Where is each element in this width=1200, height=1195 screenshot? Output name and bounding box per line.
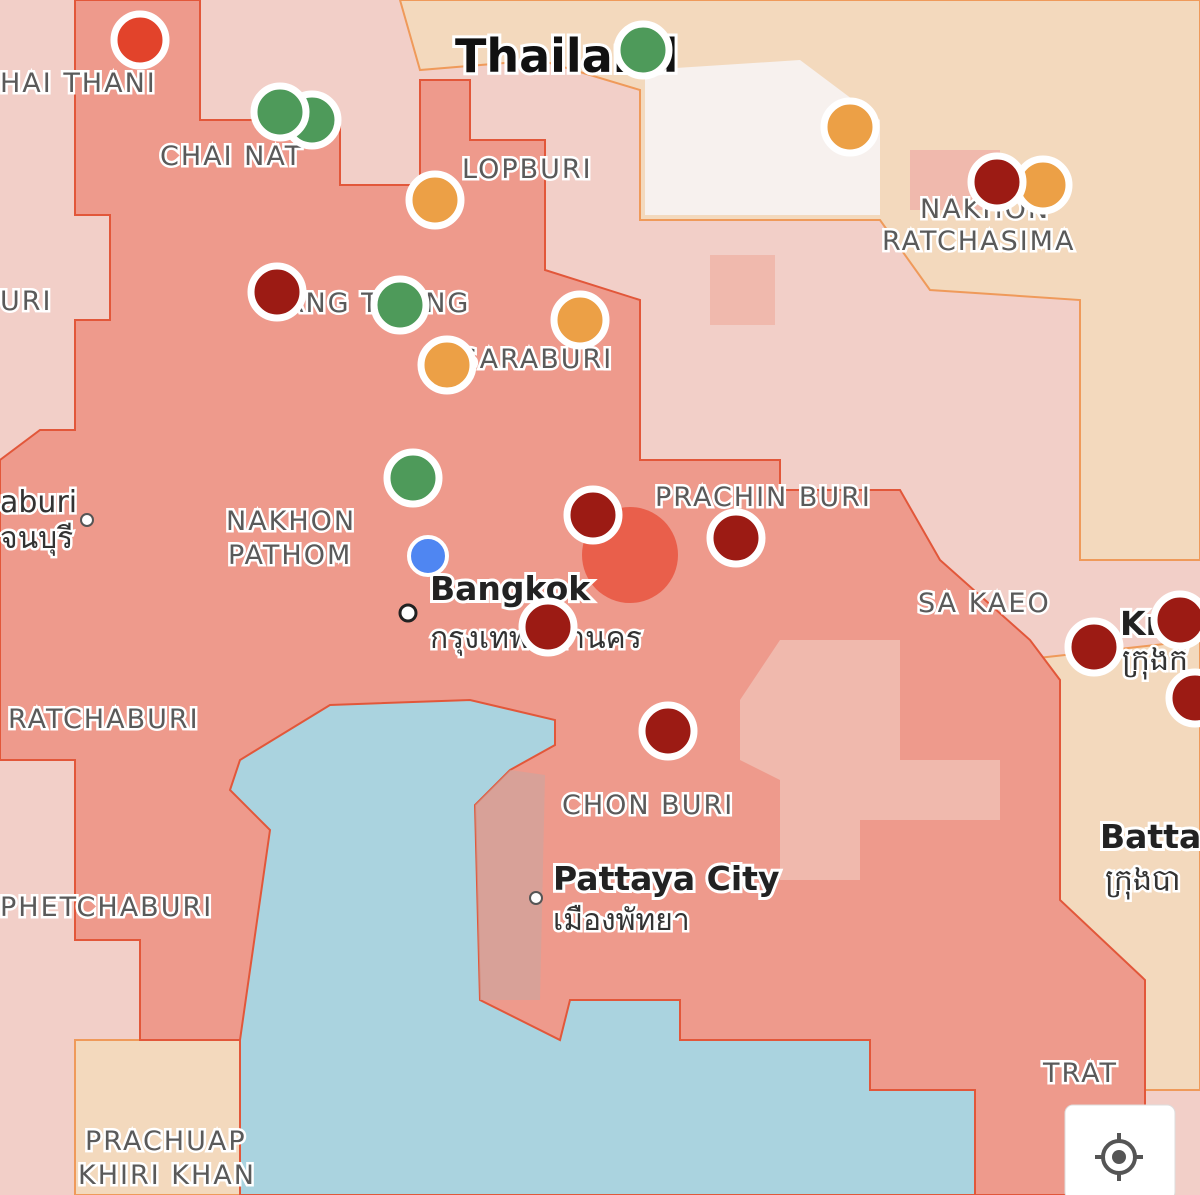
crosshair-ticks: [1095, 1133, 1143, 1181]
province-label: PRACHUAP: [85, 1126, 247, 1157]
city-label: aburi: [0, 485, 77, 520]
station-marker[interactable]: [110, 10, 170, 70]
station-marker[interactable]: [563, 485, 623, 545]
city-label: Pattaya City: [553, 859, 779, 898]
city-label: ក្រុងបា: [1105, 863, 1181, 900]
city-label: เมืองพัทยา: [553, 903, 690, 938]
user-location: [407, 535, 449, 577]
province-label: RATCHASIMA: [882, 226, 1075, 257]
station-marker[interactable]: [383, 448, 443, 508]
province-label: CHAI NAT: [160, 141, 303, 172]
station-marker[interactable]: [820, 97, 880, 157]
province-label: URI: [0, 286, 53, 317]
city-dot: [80, 513, 94, 527]
station-marker[interactable]: [550, 290, 610, 350]
station-marker[interactable]: [518, 597, 578, 657]
city-dot: [529, 891, 543, 905]
province-label: NAKHON: [226, 506, 356, 537]
province-label: PHETCHABURI: [0, 892, 213, 923]
province-label: TRAT: [1042, 1058, 1118, 1089]
province-label: CHON BURI: [562, 790, 734, 821]
station-marker[interactable]: [1165, 668, 1200, 728]
city-label: Battan: [1100, 817, 1200, 856]
station-marker[interactable]: [613, 20, 673, 80]
station-marker[interactable]: [1064, 617, 1124, 677]
province-label: HAI THANI: [0, 68, 157, 99]
station-marker[interactable]: [417, 335, 477, 395]
station-marker[interactable]: [638, 701, 698, 761]
capital-dot: [398, 603, 418, 623]
button-background[interactable]: [1064, 1104, 1176, 1195]
station-marker[interactable]: [706, 508, 766, 568]
province-label: KHIRI KHAN: [78, 1160, 256, 1191]
station-marker[interactable]: [370, 275, 430, 335]
crosshair-center: [1112, 1150, 1126, 1164]
province-label: PRACHIN BURI: [655, 482, 872, 513]
recenter-button[interactable]: [1064, 1104, 1176, 1195]
province-label: RATCHABURI: [8, 704, 200, 735]
station-marker[interactable]: [967, 152, 1027, 212]
station-marker[interactable]: [250, 82, 310, 142]
province-label: PATHOM: [228, 540, 352, 571]
province-label: SA KAEO: [918, 588, 1051, 619]
sea: [228, 698, 976, 1195]
city-label: Bangkok: [430, 569, 591, 608]
city-label: จนบุรี: [0, 521, 73, 557]
land-shadow: [475, 770, 545, 1000]
province-label: LOPBURI: [462, 154, 593, 185]
station-marker[interactable]: [1150, 590, 1200, 650]
station-marker[interactable]: [247, 262, 307, 322]
province-label: SARABURI: [460, 344, 613, 375]
station-marker[interactable]: [405, 170, 465, 230]
station-markers: [110, 10, 1200, 761]
